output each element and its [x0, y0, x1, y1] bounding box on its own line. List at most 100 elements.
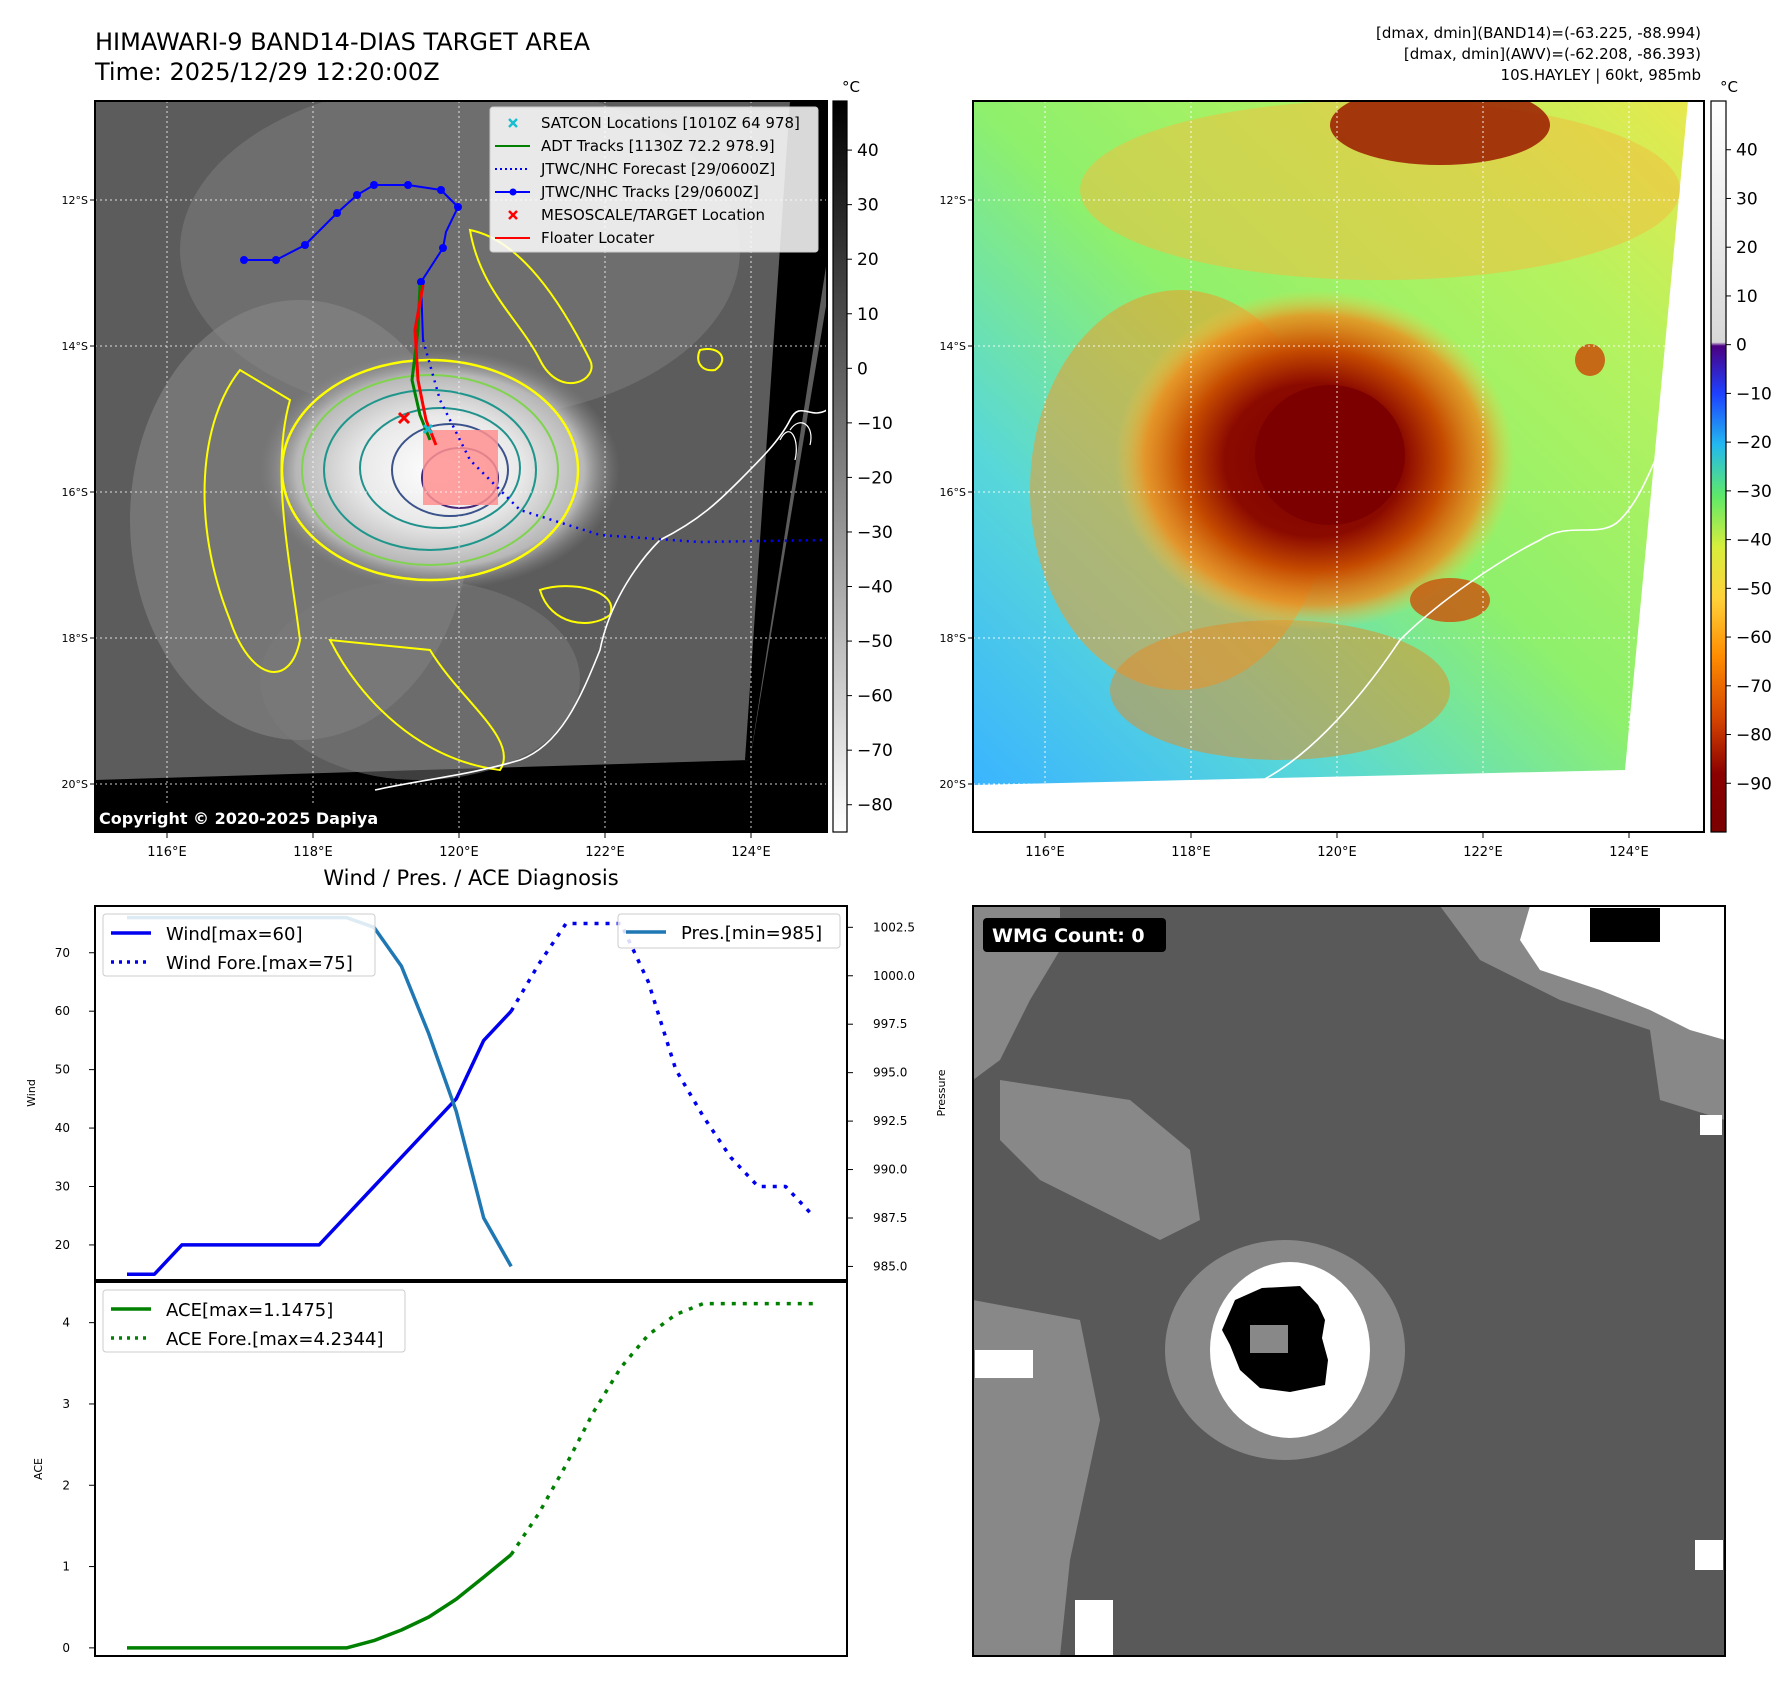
lat-label: 20°S — [62, 778, 88, 791]
wmg-white-patch-sw — [1075, 1600, 1113, 1656]
awv-cloud-south — [1110, 620, 1450, 760]
satcon-marker — [422, 423, 434, 435]
color-colorbar-unit: °C — [1720, 78, 1738, 96]
gray-colorbar-tick-label: −30 — [857, 523, 893, 543]
pressure-y-tick-label: 997.5 — [873, 1017, 907, 1031]
map-legend-items: SATCON Locations [1010Z 64 978] ADT Track… — [495, 114, 800, 247]
gray-colorbar-tick-label: −70 — [857, 741, 893, 761]
gray-colorbar-tick-label: −50 — [857, 632, 893, 652]
ace-plot-frame — [94, 1281, 848, 1657]
gray-colorbar-tick-label: −80 — [857, 796, 893, 816]
gray-colorbar-tick-label: 10 — [857, 305, 879, 325]
pressure-axis-label: Pressure — [935, 1069, 948, 1116]
wmg-label-box — [983, 918, 1166, 952]
contour-teal — [323, 389, 537, 551]
lat-label: 12°S — [62, 194, 88, 207]
gray-colorbar-unit: °C — [842, 78, 860, 96]
ace-axis-label: ACE — [32, 1458, 45, 1480]
band14-map: SATCON Locations [1010Z 64 978] ADT Track… — [95, 101, 827, 832]
pressure-y-tick-label: 985.0 — [873, 1259, 907, 1273]
ace-legend-box — [102, 1289, 406, 1353]
map-legend-swatch — [508, 118, 518, 128]
wind-y-tick-label: 30 — [55, 1180, 70, 1194]
map-legend-swatch — [495, 188, 530, 196]
lon-label: 116°E — [147, 845, 187, 860]
ace-chart: 0 1 2 3 4 ACE ACE[max=1.1475] ACE Fore.[max=… — [32, 1281, 848, 1657]
lon-label: 122°E — [1463, 845, 1503, 860]
gray-colorbar-tick-label: 20 — [857, 250, 879, 270]
awv-cloud-north-core — [1330, 101, 1550, 165]
lon-label: 120°E — [1317, 845, 1357, 860]
awv-cell-east — [1410, 578, 1490, 622]
map-legend-label: JTWC/NHC Tracks [29/0600Z] — [540, 183, 759, 201]
copyright-text: Copyright © 2020-2025 Dapiya — [99, 809, 378, 828]
ace-y-tick-label: 4 — [62, 1316, 70, 1330]
diagnosis-title: Wind / Pres. / ACE Diagnosis — [323, 866, 618, 890]
awv-map — [973, 101, 1704, 832]
awv-eye-core — [1255, 385, 1405, 525]
wmg-white-patch-se — [1695, 1540, 1723, 1570]
color-colorbar-tick-label: −70 — [1736, 677, 1772, 697]
lat-label: 14°S — [940, 340, 966, 353]
ace-legend-label: ACE[max=1.1475] — [166, 1300, 333, 1321]
lon-label: 118°E — [293, 845, 333, 860]
ace-series — [127, 1301, 813, 1650]
wmg-panel: WMG Count: 0 — [972, 905, 1726, 1657]
color-colorbar-tick-label: −20 — [1736, 433, 1772, 453]
lon-labels-left: 116°E 118°E 120°E 122°E 124°E — [147, 833, 771, 860]
map-legend-label: MESOSCALE/TARGET Location — [541, 206, 765, 224]
wind-y-tick-label: 50 — [55, 1063, 70, 1077]
wmg-ne-black — [1590, 908, 1660, 942]
lon-label: 124°E — [731, 845, 771, 860]
lat-label: 18°S — [62, 632, 88, 645]
color-colorbar-tick-label: −90 — [1736, 774, 1772, 794]
wmg-label: WMG Count: 0 — [992, 925, 1145, 947]
lat-labels-right: 12°S 14°S 16°S 18°S 20°S — [940, 194, 973, 791]
pressure-y-tick-label: 990.0 — [873, 1163, 907, 1177]
wmg-frame — [972, 905, 1726, 1657]
ace-y-tick-label: 1 — [62, 1560, 70, 1574]
color-colorbar-tick-label: −80 — [1736, 726, 1772, 746]
series-wind-line — [127, 1010, 513, 1276]
contour-blue — [391, 423, 509, 517]
copyright-box — [95, 804, 415, 832]
contour-yellow-south — [328, 638, 505, 772]
lat-label: 20°S — [940, 778, 966, 791]
lat-label: 18°S — [940, 632, 966, 645]
lon-label: 118°E — [1171, 845, 1211, 860]
wmg-white-patch-e — [1700, 1115, 1722, 1135]
wind-y-tick-label: 40 — [55, 1121, 70, 1135]
color-colorbar-tick-label: 10 — [1736, 287, 1758, 307]
coastline-north — [779, 422, 812, 461]
ace-y-tick-label: 3 — [62, 1397, 70, 1411]
lon-label: 124°E — [1609, 845, 1649, 860]
wmg-ne-white — [1520, 906, 1725, 1040]
jtwc-track-points — [240, 181, 462, 286]
awv-map-frame — [972, 100, 1705, 833]
map-legend-label: Floater Locater — [541, 229, 655, 247]
color-colorbar-ticks: 40 30 20 10 0 −10 −20 −30 −40 −50 −60 −70 −80 −90 — [1726, 141, 1772, 794]
contour-yellow-west — [203, 368, 302, 673]
awv-cell-ne — [1575, 344, 1605, 376]
wind-plot-frame — [94, 905, 848, 1281]
color-colorbar-tick-label: 0 — [1736, 336, 1747, 356]
band14-map-frame — [94, 100, 828, 833]
gray-colorbar — [832, 100, 848, 833]
gray-colorbar-tick-label: −60 — [857, 687, 893, 707]
map-legend-swatch — [508, 210, 518, 220]
lon-label: 120°E — [439, 845, 479, 860]
pres-legend-box — [617, 913, 841, 949]
figure-time: Time: 2025/12/29 12:20:00Z — [94, 58, 440, 86]
color-colorbar-tick-label: −60 — [1736, 628, 1772, 648]
pressure-y-tick-label: 992.5 — [873, 1114, 907, 1128]
pressure-y-tick-label: 987.5 — [873, 1211, 907, 1225]
pressure-y-tick-label: 995.0 — [873, 1066, 907, 1080]
lat-label: 16°S — [940, 486, 966, 499]
stats-awv: [dmax, dmin](AWV)=(-62.208, -86.393) — [1404, 45, 1701, 63]
ace-y-tick-label: 2 — [62, 1478, 70, 1492]
color-colorbar-tick-label: −50 — [1736, 579, 1772, 599]
lon-labels-right: 116°E 118°E 120°E 122°E 124°E — [1025, 833, 1649, 860]
contour-yellow-ne — [697, 348, 724, 372]
color-colorbar-tick-label: 40 — [1736, 141, 1758, 161]
